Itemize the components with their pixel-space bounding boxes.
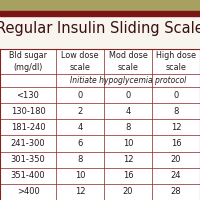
- Text: 0: 0: [125, 91, 131, 100]
- Text: Regular Insulin Sliding Scale: Regular Insulin Sliding Scale: [0, 21, 200, 36]
- Text: 0: 0: [77, 91, 83, 100]
- Text: 4: 4: [125, 107, 131, 116]
- Text: 4: 4: [77, 123, 83, 132]
- Text: 12: 12: [123, 155, 133, 164]
- Text: 20: 20: [123, 187, 133, 196]
- Text: 301-350: 301-350: [11, 155, 45, 164]
- Text: 12: 12: [171, 123, 181, 132]
- Text: 16: 16: [123, 171, 133, 180]
- Text: Mod dose
scale: Mod dose scale: [109, 51, 147, 72]
- Text: 181-240: 181-240: [11, 123, 45, 132]
- Text: 2: 2: [77, 107, 83, 116]
- Text: 130-180: 130-180: [11, 107, 45, 116]
- Text: >400: >400: [17, 187, 39, 196]
- Bar: [0, 11, 200, 16]
- Bar: [0, 0, 200, 11]
- Text: 16: 16: [171, 139, 181, 148]
- Text: High dose
scale: High dose scale: [156, 51, 196, 72]
- Text: 8: 8: [173, 107, 179, 116]
- Text: 10: 10: [123, 139, 133, 148]
- Text: 0: 0: [173, 91, 179, 100]
- Text: Bld sugar
(mg/dl): Bld sugar (mg/dl): [9, 51, 47, 72]
- Text: 20: 20: [171, 155, 181, 164]
- Text: 10: 10: [75, 171, 85, 180]
- Text: <130: <130: [17, 91, 39, 100]
- Text: Initiate hypoglycemia protocol: Initiate hypoglycemia protocol: [70, 76, 186, 85]
- Text: 8: 8: [125, 123, 131, 132]
- Text: 12: 12: [75, 187, 85, 196]
- Text: 28: 28: [171, 187, 181, 196]
- Text: 351-400: 351-400: [11, 171, 45, 180]
- Text: 8: 8: [77, 155, 83, 164]
- Text: Low dose
scale: Low dose scale: [61, 51, 99, 72]
- Bar: [0, 49, 200, 200]
- Text: 24: 24: [171, 171, 181, 180]
- Text: 6: 6: [77, 139, 83, 148]
- Text: 241-300: 241-300: [11, 139, 45, 148]
